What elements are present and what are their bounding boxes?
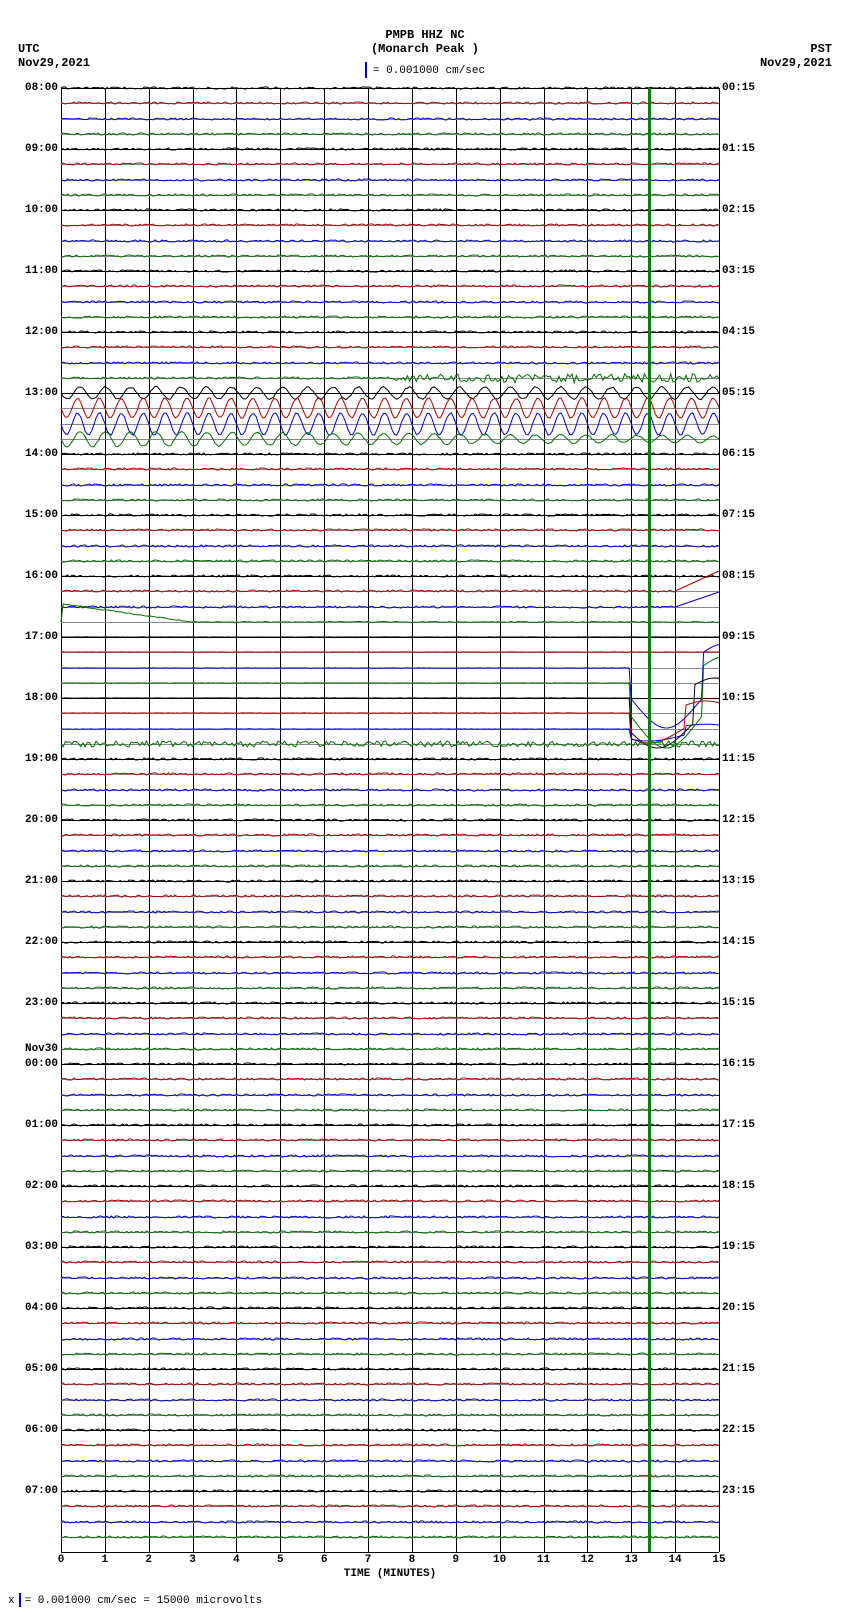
right-time-label: 19:15 [719,1241,755,1253]
left-time-label: 04:00 [25,1302,61,1314]
right-time-label: 02:15 [719,204,755,216]
left-time-label: 09:00 [25,143,61,155]
footer-scale: x= 0.001000 cm/sec = 15000 microvolts [8,1593,262,1607]
right-time-label: 18:15 [719,1180,755,1192]
left-time-label: 22:00 [25,936,61,948]
left-date-label: 00:00 [25,1058,61,1070]
right-time-label: 22:15 [719,1424,755,1436]
right-date: Nov29,2021 [760,56,832,70]
left-time-label: 21:00 [25,875,61,887]
left-time-label: 11:00 [25,265,61,277]
left-time-label: 15:00 [25,509,61,521]
left-timezone: UTC [18,42,40,56]
time-cursor [648,88,651,1552]
right-time-label: 21:15 [719,1363,755,1375]
scale-bar-icon [19,1593,21,1607]
right-time-label: 23:15 [719,1485,755,1497]
left-time-label: 20:00 [25,814,61,826]
right-time-label: 08:15 [719,570,755,582]
right-time-label: 07:15 [719,509,755,521]
left-time-label: 18:00 [25,692,61,704]
left-time-label: 10:00 [25,204,61,216]
right-timezone: PST [810,42,832,56]
left-time-label: 19:00 [25,753,61,765]
left-time-label: 01:00 [25,1119,61,1131]
left-time-label: 14:00 [25,448,61,460]
right-time-label: 13:15 [719,875,755,887]
left-time-label: 06:00 [25,1424,61,1436]
right-time-label: 12:15 [719,814,755,826]
right-time-label: 16:15 [719,1058,755,1070]
seismogram-container: PMPB HHZ NC (Monarch Peak ) = 0.001000 c… [0,0,850,1613]
right-time-label: 04:15 [719,326,755,338]
right-time-label: 05:15 [719,387,755,399]
left-time-label: 17:00 [25,631,61,643]
left-time-label: 02:00 [25,1180,61,1192]
right-time-label: 00:15 [719,82,755,94]
left-time-label: 03:00 [25,1241,61,1253]
left-time-label: 16:00 [25,570,61,582]
left-time-label: 07:00 [25,1485,61,1497]
left-time-label: 12:00 [25,326,61,338]
right-time-label: 01:15 [719,143,755,155]
right-time-label: 17:15 [719,1119,755,1131]
right-time-label: 14:15 [719,936,755,948]
left-date-label: Nov30 [25,1043,61,1055]
left-time-label: 13:00 [25,387,61,399]
right-time-label: 03:15 [719,265,755,277]
right-time-label: 15:15 [719,997,755,1009]
trace-row [61,1537,719,1552]
right-time-label: 11:15 [719,753,755,765]
seismogram-plot: TIME (MINUTES) 012345678910111213141508:… [61,88,719,1552]
right-time-label: 06:15 [719,448,755,460]
right-time-label: 10:15 [719,692,755,704]
right-time-label: 20:15 [719,1302,755,1314]
left-time-label: 23:00 [25,997,61,1009]
left-time-label: 05:00 [25,1363,61,1375]
right-time-label: 09:15 [719,631,755,643]
left-time-label: 08:00 [25,82,61,94]
